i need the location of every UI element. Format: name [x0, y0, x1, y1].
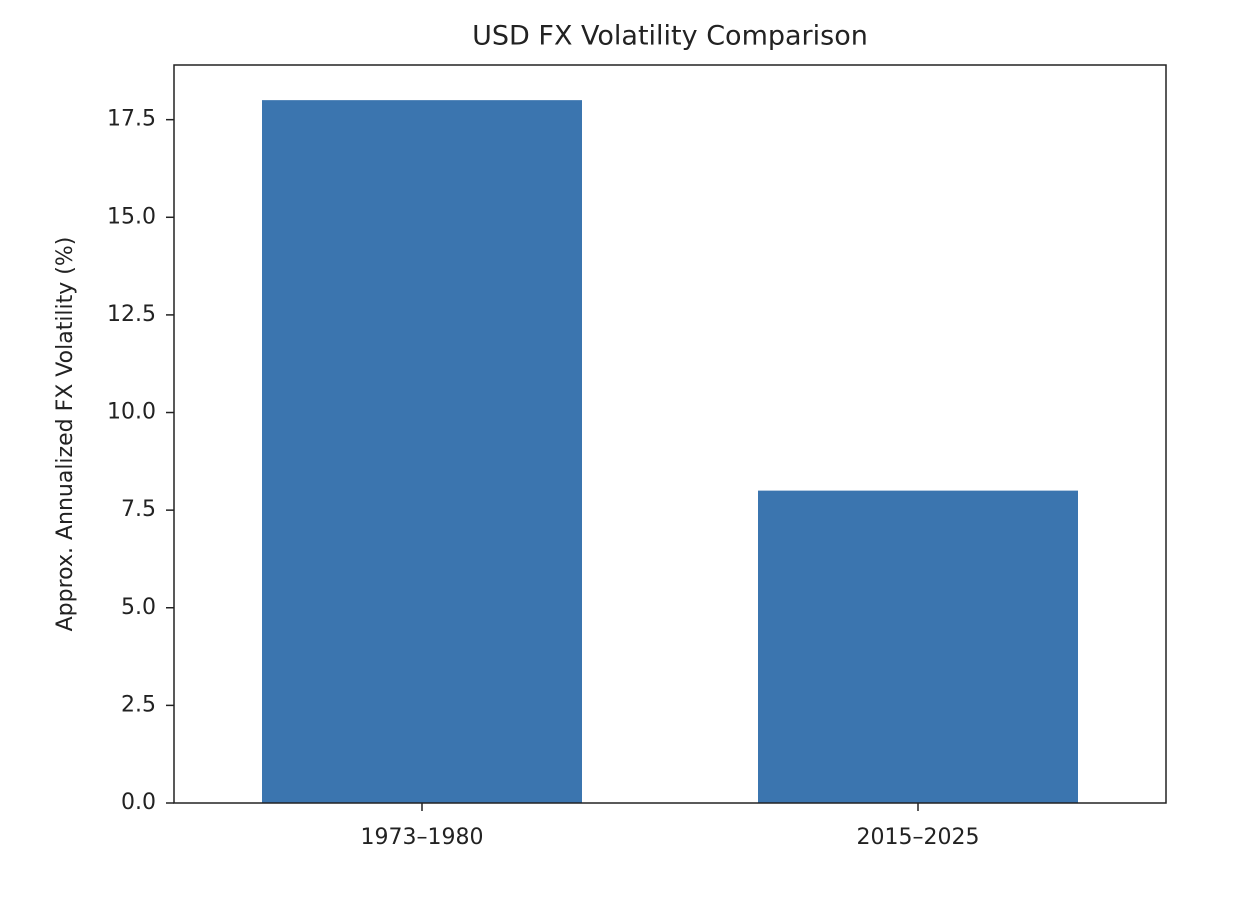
- y-tick-label: 10.0: [107, 400, 156, 425]
- x-tick-label: 2015–2025: [857, 825, 980, 850]
- y-axis-label: Approx. Annualized FX Volatility (%): [53, 237, 78, 632]
- y-tick-label: 12.5: [107, 302, 156, 327]
- plot-frame: [173, 64, 1167, 804]
- y-tick-label: 17.5: [107, 107, 156, 132]
- y-tick-label: 5.0: [121, 595, 156, 620]
- bar: [262, 100, 582, 803]
- y-tick-label: 15.0: [107, 204, 156, 229]
- y-tick-label: 7.5: [121, 497, 156, 522]
- bar: [758, 490, 1078, 803]
- y-tick-label: 0.0: [121, 790, 156, 815]
- y-tick-label: 2.5: [121, 692, 156, 717]
- chart-title: USD FX Volatility Comparison: [472, 21, 868, 52]
- x-tick-label: 1973–1980: [361, 825, 484, 850]
